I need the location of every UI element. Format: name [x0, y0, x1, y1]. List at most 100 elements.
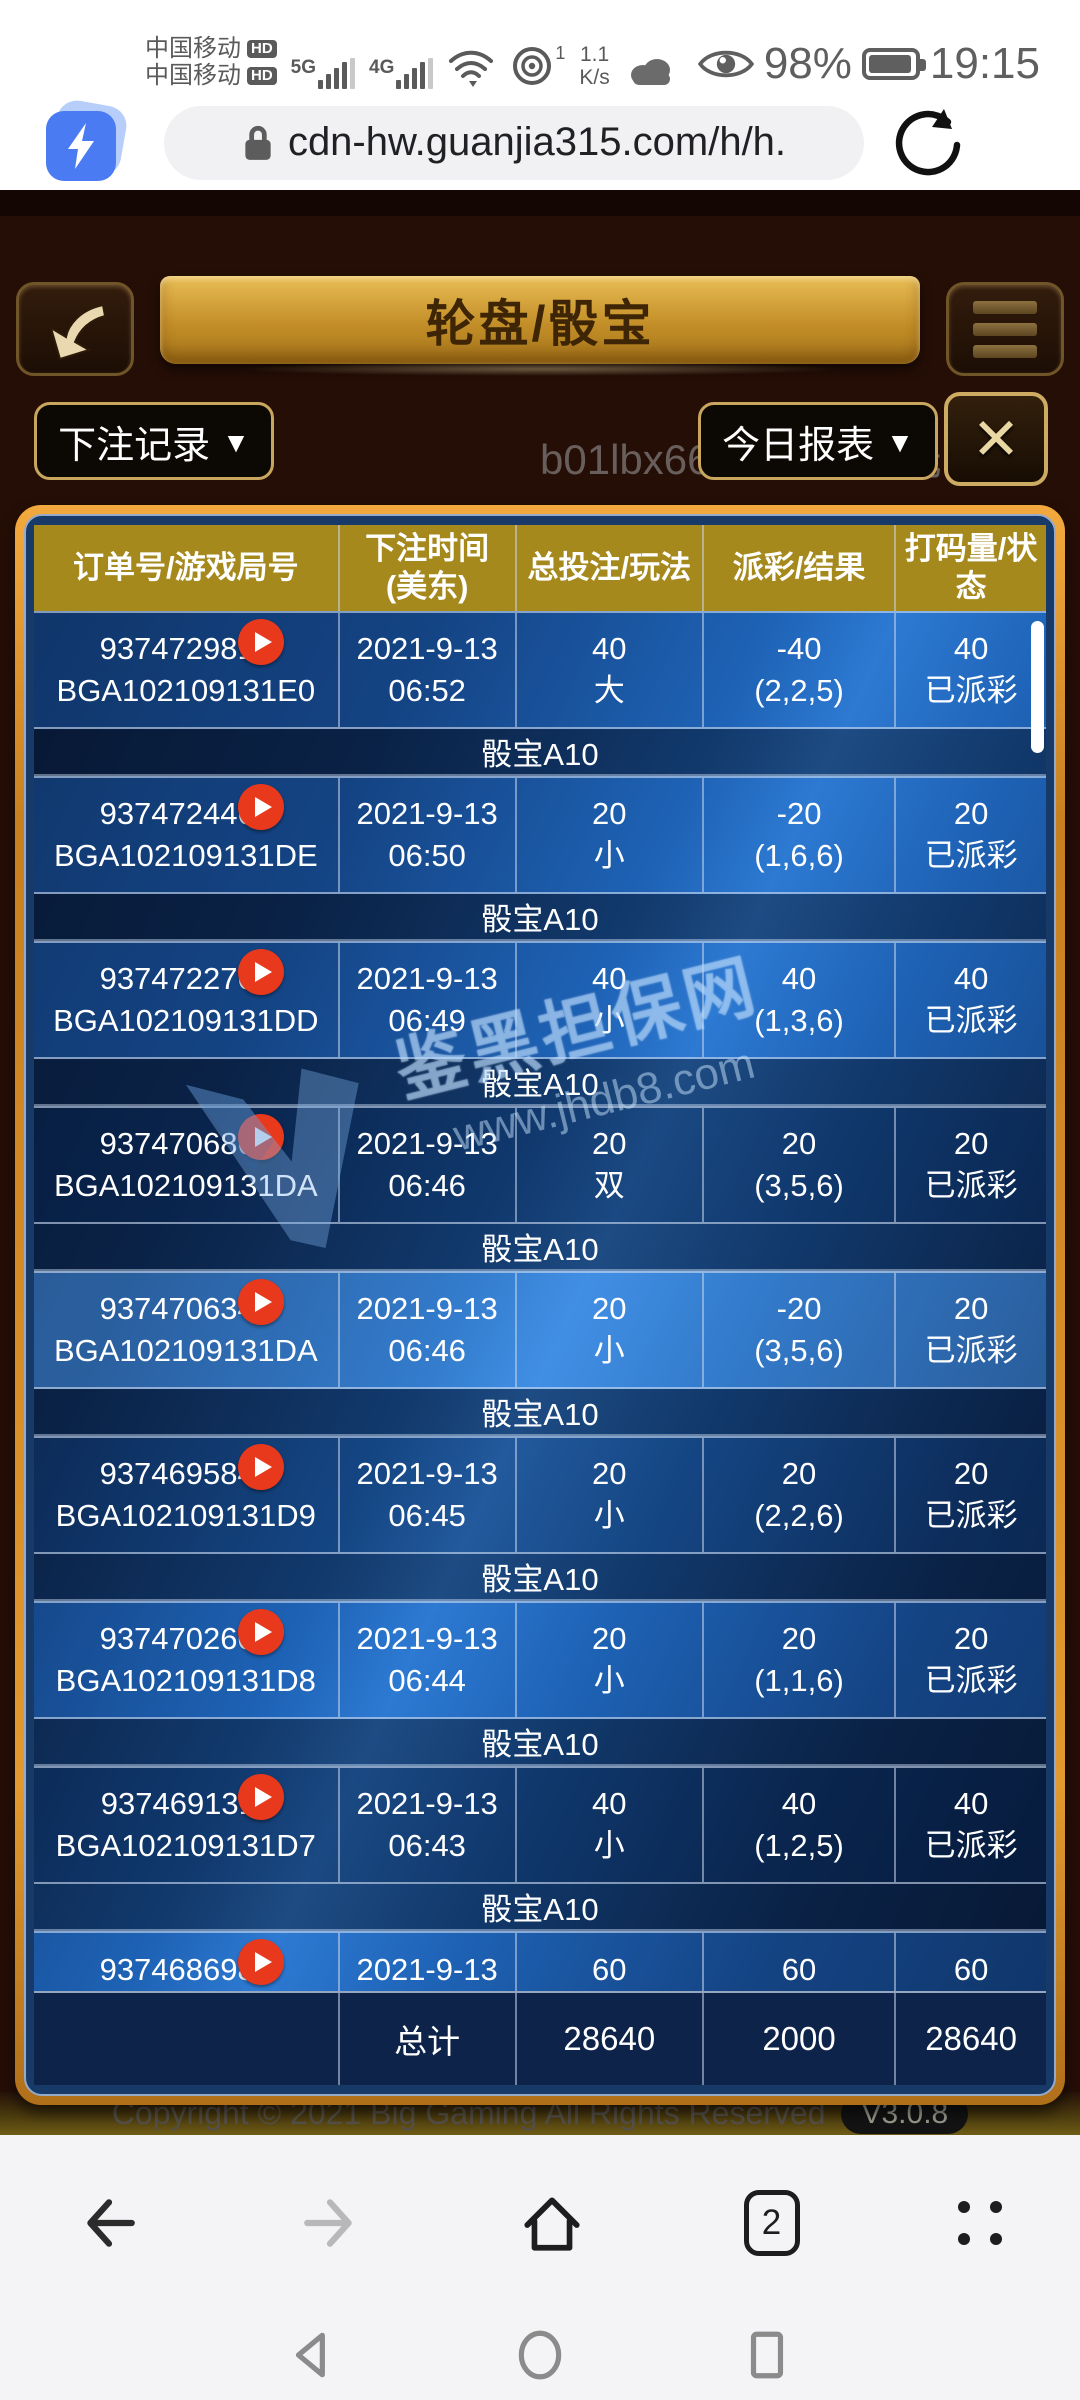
status-right: 98% 19:15: [697, 39, 1040, 89]
android-recents-button[interactable]: [739, 2327, 795, 2383]
android-back-button[interactable]: [285, 2327, 341, 2383]
net-label-4g: 4G: [369, 57, 395, 78]
status: 已派彩: [924, 1168, 1018, 1203]
back-icon[interactable]: [78, 2192, 140, 2254]
scrollbar-thumb[interactable]: [1031, 621, 1044, 753]
hotspot-icon: [513, 47, 552, 85]
game-round-id: BGA102109131D7: [55, 1828, 316, 1863]
game-name-band: 骰宝A10: [34, 1554, 1046, 1601]
play-button[interactable]: [237, 1939, 284, 1985]
bet-time: 06:49: [388, 1003, 466, 1038]
bet-time: 06:46: [388, 1168, 466, 1203]
play-icon: [254, 962, 272, 982]
bet-time: 06:46: [388, 1333, 466, 1368]
total-label: 总计: [337, 1993, 515, 2085]
wager: 20: [953, 1291, 989, 1326]
hotspot-count: 1: [555, 43, 566, 63]
close-button[interactable]: ✕: [944, 392, 1048, 486]
play-icon: [254, 1457, 272, 1477]
wager: 20: [953, 796, 989, 831]
back-arrow-icon: [49, 303, 107, 361]
bet-date: 2021-9-13: [356, 1952, 498, 1987]
hamburger-icon: [973, 300, 1037, 358]
wager: 40: [953, 631, 989, 666]
result: (2,2,6): [754, 1498, 844, 1533]
bet-date: 2021-9-13: [356, 961, 498, 996]
hd-badge: HD: [247, 66, 277, 85]
col-header: 派彩/结果: [732, 550, 866, 585]
play-icon: [254, 797, 272, 817]
today-report-dropdown[interactable]: 今日报表 ▼: [698, 402, 938, 480]
play-type: 小: [593, 1003, 625, 1038]
wager: 20: [953, 1621, 989, 1656]
bet-amount: 20: [592, 1126, 627, 1161]
play-button[interactable]: [237, 619, 284, 665]
tab-switcher-button[interactable]: 2: [743, 2189, 800, 2256]
signal-5g: 5G: [290, 55, 356, 89]
bet-amount: 20: [592, 796, 627, 831]
android-nav-bar: [0, 2310, 1080, 2400]
play-button[interactable]: [237, 1774, 284, 1820]
web-page: 轮盘/骰宝 b01lbx666666 欢迎光临BG 下注记录 ▼ 今日报表 ▼ …: [0, 190, 1080, 2135]
game-round-id: BGA102109131E0: [56, 673, 316, 708]
page-menu-button[interactable]: [946, 282, 1064, 376]
payout: 40: [781, 1786, 817, 1821]
play-button[interactable]: [237, 1279, 284, 1325]
bet-time: 06:50: [388, 838, 466, 873]
lock-icon: [245, 125, 271, 160]
bet-record-dropdown[interactable]: 下注记录 ▼: [34, 402, 274, 480]
table-row: 9374729815 BGA102109131E0 2021-9-13 06:52…: [34, 611, 1046, 729]
table-row: 9374702603 BGA102109131D8 2021-9-13 06:44…: [34, 1601, 1046, 1719]
address-pill[interactable]: cdn-hw.guanjia315.com/h/h.: [164, 105, 864, 180]
url-text: cdn-hw.guanjia315.com/h/h.: [287, 120, 787, 164]
play-button[interactable]: [237, 1609, 284, 1655]
home-icon[interactable]: [519, 2190, 585, 2256]
bet-time: 06:44: [388, 1663, 466, 1698]
game-name-band: 骰宝A10: [34, 1884, 1046, 1931]
refresh-icon[interactable]: [892, 107, 964, 179]
play-icon: [254, 1622, 272, 1642]
bet-amount: 20: [592, 1456, 627, 1491]
bet-date: 2021-9-13: [356, 1126, 498, 1161]
android-home-button[interactable]: [512, 2327, 568, 2383]
play-button[interactable]: [237, 784, 284, 830]
bet-date: 2021-9-13: [356, 1621, 498, 1656]
play-type: 小: [593, 1828, 625, 1863]
wager: 60: [953, 1952, 989, 1987]
bet-amount: 40: [592, 961, 627, 996]
game-round-id: BGA102109131DD: [53, 1003, 319, 1038]
tab-count: 2: [761, 2202, 782, 2242]
payout: -20: [776, 1291, 822, 1326]
net-label-5g: 5G: [290, 57, 317, 78]
battery-icon: [861, 48, 926, 80]
result: (1,2,5): [754, 1828, 844, 1863]
forward-icon[interactable]: [299, 2192, 361, 2254]
chevron-down-icon: ▼: [886, 427, 914, 458]
bet-date: 2021-9-13: [356, 631, 498, 666]
play-button[interactable]: [237, 1444, 284, 1490]
bet-amount: 20: [592, 1621, 627, 1656]
play-button[interactable]: [237, 1114, 284, 1160]
game-round-id: BGA102109131DE: [53, 838, 318, 873]
page-back-button[interactable]: [16, 282, 134, 376]
payout: 20: [781, 1621, 817, 1656]
wager: 20: [953, 1126, 989, 1161]
col-header: 总投注/玩法: [527, 550, 692, 585]
status-left: 中国移动 HD 中国移动 HD 5G 4G 1 1.1 K/s: [145, 35, 678, 89]
status: 已派彩: [924, 1828, 1018, 1863]
speed-value: 1.1: [579, 43, 610, 66]
result: (3,5,6): [754, 1168, 844, 1203]
result: (2,2,5): [754, 673, 844, 708]
play-button[interactable]: [237, 949, 284, 995]
total-payout: 2000: [701, 1993, 894, 2085]
carrier-2: 中国移动: [145, 62, 241, 89]
network-speed: 1.1 K/s: [579, 43, 609, 89]
payout: 20: [781, 1456, 817, 1491]
browser-app-icon[interactable]: [44, 96, 130, 185]
payout: 60: [781, 1952, 817, 1987]
bet-date: 2021-9-13: [356, 1786, 498, 1821]
play-type: 小: [593, 1663, 625, 1698]
col-header: 下注时间: [365, 531, 490, 566]
browser-menu-icon[interactable]: [958, 2200, 1002, 2245]
table-row: 9374706860 BGA102109131DA 2021-9-13 06:46…: [34, 1106, 1046, 1224]
